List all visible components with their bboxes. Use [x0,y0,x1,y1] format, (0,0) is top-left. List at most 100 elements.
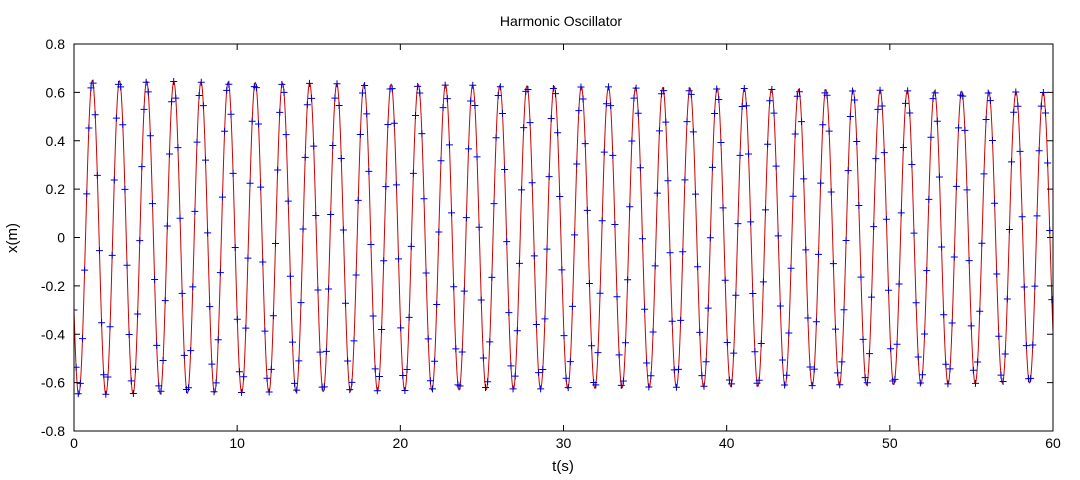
series-marker [993,270,1001,278]
series-marker [1031,282,1039,290]
series-marker [412,111,420,119]
series-marker [195,91,203,99]
series-marker [102,390,110,398]
series-marker [206,303,214,311]
series-marker [552,90,559,98]
series-marker [358,89,366,97]
series-marker [846,112,854,120]
series-marker [246,179,254,187]
series-marker [119,121,127,129]
series-marker [134,310,142,318]
series-marker [789,192,797,200]
series-marker [172,94,180,102]
series-marker [238,389,246,397]
series-marker [117,83,125,91]
series-marker [507,362,515,370]
series-marker [354,196,362,204]
series-marker [972,379,979,387]
series-marker [776,302,784,310]
series-marker [210,388,218,396]
series-marker [288,338,296,346]
series-marker [231,244,239,252]
series-marker [689,128,697,136]
x-tick-label: 50 [882,435,898,451]
series-marker [963,186,971,194]
series-marker [511,372,519,380]
series-marker [912,299,920,307]
series-marker [549,85,557,93]
series-marker [974,358,982,366]
series-marker [482,384,490,392]
series-marker [269,312,277,320]
series-marker [361,81,369,89]
series-marker [882,215,890,223]
series-marker [528,179,536,187]
series-marker [240,373,248,381]
series-marker [602,100,610,108]
series-marker [672,383,680,391]
series-marker [961,126,969,134]
series-marker [352,271,360,279]
series-marker [730,349,738,357]
series-marker [596,289,604,297]
series-marker [129,390,137,397]
series-marker [492,134,500,142]
series-marker [1039,88,1047,96]
series-marker [778,356,786,364]
series-marker [999,378,1007,386]
series-marker [668,317,676,325]
series-marker [630,94,638,102]
series-marker [524,86,532,94]
series-marker [740,85,748,93]
series-marker [274,166,282,174]
series-marker [320,383,328,391]
series-marker [770,109,778,117]
series-marker [384,120,392,128]
series-marker [382,183,390,191]
series-marker [369,312,377,320]
series-marker [74,306,78,314]
series-marker [293,386,301,394]
series-marker [545,173,553,181]
series-marker [984,89,992,97]
series-marker [255,120,263,128]
series-marker [87,84,95,92]
series-marker [728,380,736,388]
series-marker [244,254,252,262]
series-marker [579,95,587,103]
series-marker [670,366,678,374]
x-tick-label: 10 [229,435,245,451]
series-marker [609,151,617,159]
series-marker [1027,374,1035,382]
series-marker [112,114,120,122]
series-marker [308,94,316,102]
series-marker [577,83,585,91]
series-marker [501,166,509,174]
series-marker [414,82,422,90]
series-marker [1010,108,1018,116]
series-marker [562,374,570,382]
series-marker [280,88,288,96]
series-marker [178,289,186,297]
series-marker [872,155,880,163]
series-marker [503,238,511,246]
series-marker [1035,147,1043,155]
series-marker [299,225,307,233]
series-marker [439,104,447,112]
series-marker [1033,212,1041,220]
series-marker [467,97,475,105]
series-marker [509,385,517,393]
series-marker [488,273,496,281]
series-marker [284,197,292,205]
series-marker [946,365,954,373]
series-marker [498,110,506,118]
series-marker [791,130,799,138]
series-marker [798,118,806,126]
series-marker [1001,350,1009,358]
series-marker [815,250,823,258]
series-marker [766,97,774,105]
series-marker [725,376,733,384]
series-marker [401,387,409,394]
series-marker [431,357,439,365]
series-marker [1037,102,1045,110]
